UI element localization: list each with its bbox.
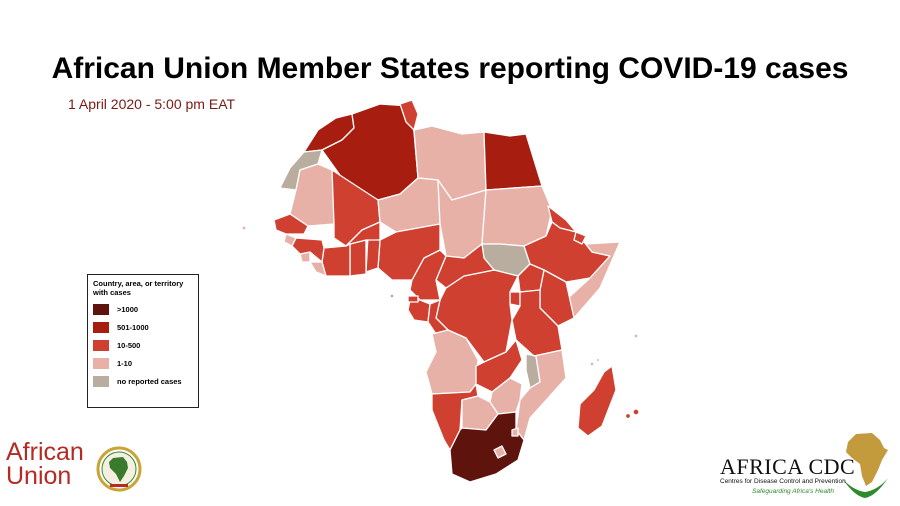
legend-swatch bbox=[93, 303, 109, 315]
region-reunion bbox=[624, 412, 632, 420]
region-sao-tome bbox=[389, 293, 395, 299]
region-lesotho bbox=[493, 445, 507, 459]
region-uganda bbox=[517, 263, 545, 293]
au-line1: African bbox=[6, 438, 84, 466]
region-namibia bbox=[431, 383, 479, 451]
legend-swatch bbox=[93, 375, 109, 387]
legend-title: Country, area, or territory with cases bbox=[93, 279, 184, 297]
region-eswatini bbox=[511, 427, 519, 437]
africa-cdc-tagline: Safeguarding Africa's Health bbox=[752, 488, 834, 495]
africa-cdc-logo: AFRICA CDC Centres for Disease Control a… bbox=[716, 430, 896, 502]
region-liberia bbox=[309, 261, 327, 277]
legend-item: 501-1000 bbox=[93, 321, 193, 333]
region-car bbox=[435, 243, 495, 289]
region-guinea bbox=[291, 237, 325, 263]
map-title: African Union Member States reporting CO… bbox=[51, 52, 849, 85]
region-zambia bbox=[475, 339, 523, 393]
legend-swatch bbox=[93, 357, 109, 369]
region-senegal bbox=[273, 213, 309, 235]
legend-label: 501-1000 bbox=[117, 322, 149, 332]
region-ghana bbox=[349, 239, 367, 277]
region-djibouti bbox=[573, 231, 587, 245]
region-egypt bbox=[483, 131, 543, 191]
region-comoros-2 bbox=[595, 357, 601, 363]
region-cote-divoire bbox=[321, 243, 351, 277]
region-mauritius bbox=[632, 408, 640, 416]
map-legend: Country, area, or territory with cases >… bbox=[87, 274, 199, 408]
map-subtitle-date: 1 April 2020 - 5:00 pm EAT bbox=[68, 96, 236, 112]
legend-item: no reported cases bbox=[93, 375, 193, 387]
african-union-wordmark: African Union bbox=[6, 438, 84, 490]
legend-item: >1000 bbox=[93, 303, 193, 315]
region-sudan bbox=[481, 185, 553, 247]
legend-label: 10-500 bbox=[117, 340, 141, 350]
region-tunisia bbox=[399, 99, 419, 131]
legend-swatch bbox=[93, 321, 109, 333]
legend-label: >1000 bbox=[117, 304, 139, 314]
africa-cdc-subtitle: Centres for Disease Control and Preventi… bbox=[720, 478, 846, 485]
region-mozambique bbox=[515, 349, 567, 441]
legend-label: 1-10 bbox=[117, 358, 133, 368]
legend-swatch bbox=[93, 339, 109, 351]
legend-item: 1-10 bbox=[93, 357, 193, 369]
africa-cdc-name: AFRICA CDC bbox=[720, 454, 856, 479]
region-seychelles bbox=[633, 333, 639, 339]
legend-item: 10-500 bbox=[93, 339, 193, 351]
region-eq-guinea bbox=[407, 295, 419, 303]
region-rwanda-burundi bbox=[509, 291, 521, 307]
legend-label: no reported cases bbox=[117, 376, 182, 386]
region-nigeria bbox=[377, 223, 441, 281]
region-madagascar bbox=[577, 365, 617, 437]
region-tanzania bbox=[511, 289, 563, 357]
region-gabon bbox=[407, 299, 431, 323]
region-benin-togo bbox=[365, 235, 381, 273]
region-comoros bbox=[589, 361, 595, 367]
region-guinea-bissau bbox=[283, 233, 297, 247]
african-union-logo: African Union bbox=[6, 440, 146, 500]
africa-cdc-emblem-icon bbox=[842, 433, 888, 498]
au-emblem-icon bbox=[96, 446, 142, 492]
region-cape-verde bbox=[241, 225, 247, 231]
au-line2: Union bbox=[6, 462, 72, 490]
